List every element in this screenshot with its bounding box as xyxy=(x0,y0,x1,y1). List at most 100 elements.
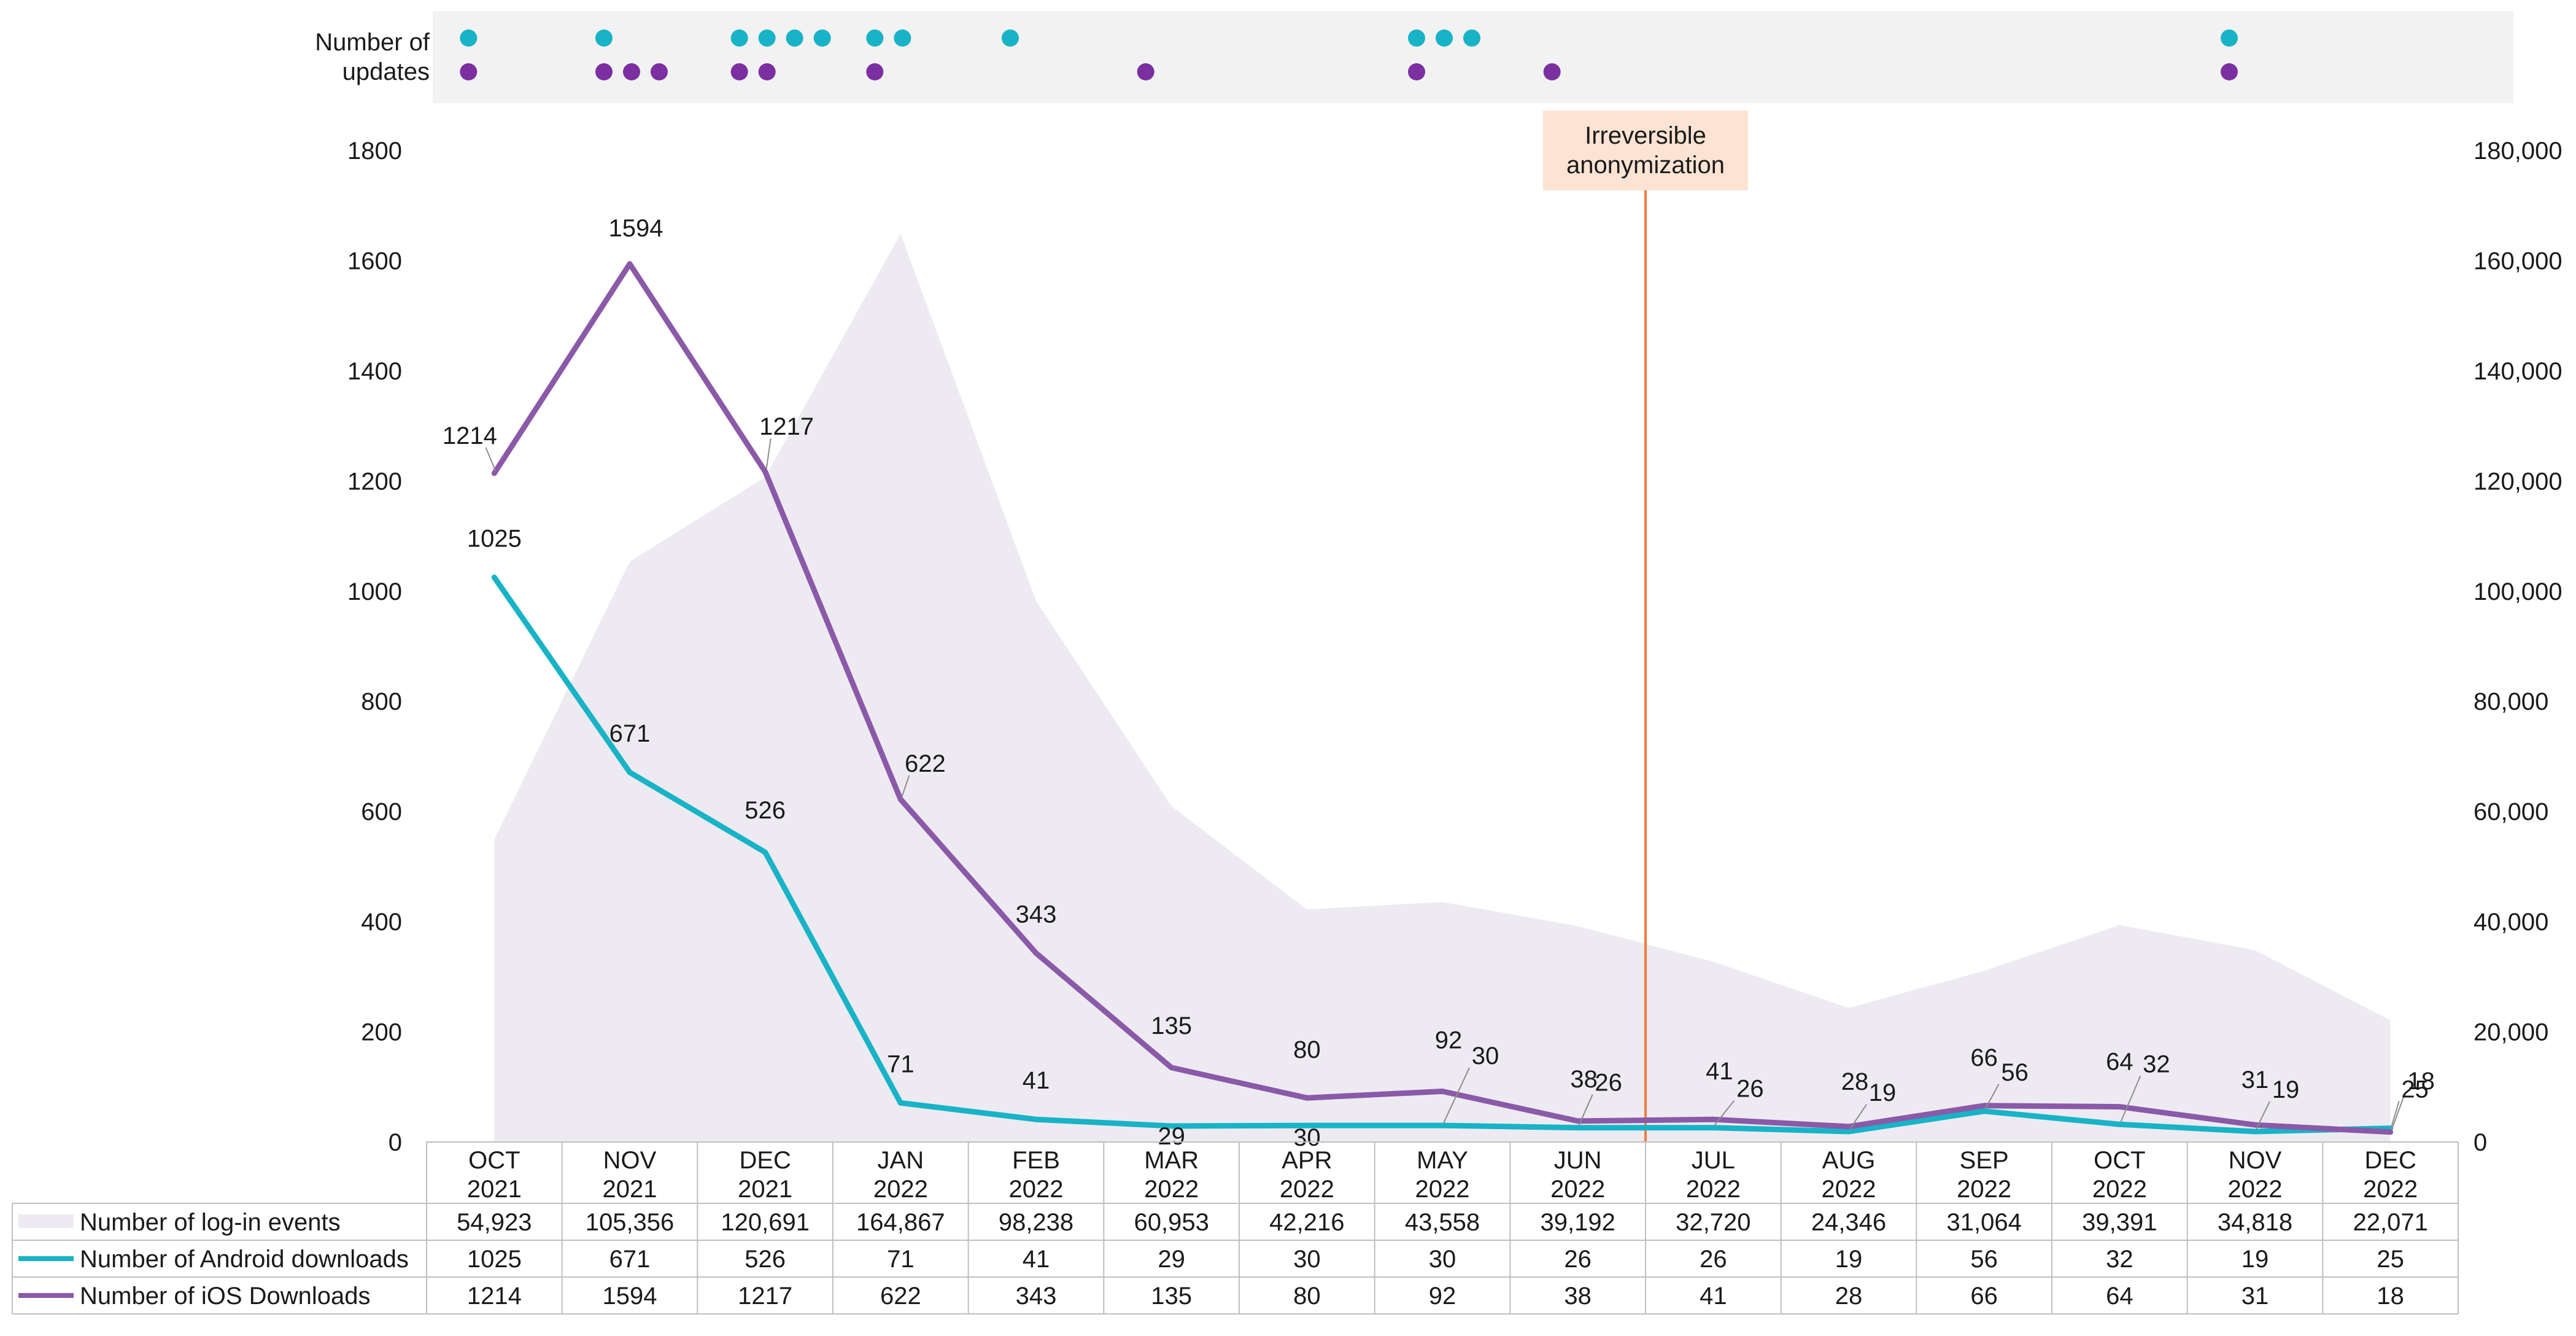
android-update-dot xyxy=(1408,29,1425,47)
ios-downloads-table-value: 66 xyxy=(1970,1283,1998,1310)
android-data-label: 19 xyxy=(2272,1076,2300,1103)
android-update-dot xyxy=(786,29,803,47)
ios-data-label: 1594 xyxy=(609,215,663,242)
category-month-label: NOV xyxy=(2229,1147,2282,1174)
updates-label: updates xyxy=(342,58,430,85)
ios-data-label-leader xyxy=(901,775,910,798)
ios-data-label: 41 xyxy=(1706,1058,1733,1085)
android-downloads-table-value: 30 xyxy=(1429,1246,1456,1273)
android-data-label: 26 xyxy=(1595,1070,1622,1097)
category-year-label: 2021 xyxy=(467,1176,522,1203)
android-data-label: 56 xyxy=(2001,1059,2029,1086)
android-update-dot xyxy=(460,29,478,47)
ios-downloads-table-value: 135 xyxy=(1151,1283,1192,1310)
ios-downloads-table-value: 622 xyxy=(880,1283,921,1310)
android-update-dot xyxy=(595,29,613,47)
left-axis-tick-label: 0 xyxy=(389,1129,402,1156)
android-update-dot xyxy=(1436,29,1453,47)
anonymization-annotation: Irreversible anonymization xyxy=(1543,111,1748,1142)
ios-data-label: 31 xyxy=(2241,1066,2269,1093)
login-events-table-value: 105,356 xyxy=(586,1209,675,1236)
ios-data-label: 28 xyxy=(1841,1068,1869,1095)
right-axis-tick-label: 20,000 xyxy=(2474,1019,2548,1046)
right-axis-tick-label: 0 xyxy=(2474,1129,2487,1156)
category-year-label: 2022 xyxy=(1415,1176,1470,1203)
ios-data-label: 622 xyxy=(905,750,946,777)
left-axis-tick-label: 600 xyxy=(361,799,402,826)
android-downloads-table-value: 29 xyxy=(1158,1246,1185,1273)
updates-label: Number of xyxy=(315,29,430,56)
android-data-label: 26 xyxy=(1736,1076,1764,1103)
login-events-table-value: 32,720 xyxy=(1676,1209,1750,1236)
ios-data-label: 92 xyxy=(1435,1027,1463,1054)
right-axis-tick-label: 100,000 xyxy=(2474,578,2562,605)
login-events-area-layer xyxy=(494,233,2391,1142)
ios-downloads-table-value: 1217 xyxy=(738,1283,792,1310)
category-month-label: FEB xyxy=(1012,1147,1060,1174)
anonymization-label: anonymization xyxy=(1566,152,1725,179)
android-data-label-leader xyxy=(1443,1067,1470,1124)
ios-data-label: 135 xyxy=(1151,1012,1192,1039)
android-data-label: 32 xyxy=(2143,1051,2170,1078)
right-axis-tick-label: 60,000 xyxy=(2474,799,2548,826)
login-events-table-value: 24,346 xyxy=(1811,1209,1886,1236)
ios-data-label: 64 xyxy=(2106,1049,2133,1076)
login-events-area xyxy=(494,233,2391,1142)
ios-downloads-table-value: 28 xyxy=(1835,1283,1863,1310)
ios-data-label: 1217 xyxy=(759,413,814,440)
ios-downloads-table-value: 64 xyxy=(2106,1283,2133,1310)
android-downloads-table-value: 19 xyxy=(2241,1246,2269,1273)
category-month-label: SEP xyxy=(1960,1147,2009,1174)
ios-data-label-leader xyxy=(2391,1092,2406,1130)
right-axis-tick-label: 80,000 xyxy=(2474,688,2548,715)
login-events-table-value: 22,071 xyxy=(2353,1209,2427,1236)
category-month-label: MAR xyxy=(1144,1147,1199,1174)
right-axis-tick-label: 120,000 xyxy=(2474,468,2562,495)
ios-data-label: 80 xyxy=(1293,1036,1321,1063)
right-axis-tick-label: 160,000 xyxy=(2474,247,2562,274)
android-downloads-table-value: 526 xyxy=(745,1246,786,1273)
ios-update-dot xyxy=(1137,63,1155,80)
android-data-label: 19 xyxy=(1869,1079,1897,1106)
category-month-label: AUG xyxy=(1822,1147,1876,1174)
ios-update-dot xyxy=(595,63,613,80)
ios-data-label: 343 xyxy=(1016,901,1057,928)
category-month-label: APR xyxy=(1282,1147,1332,1174)
ios-downloads-table-value: 41 xyxy=(1700,1283,1727,1310)
login-events-table-value: 164,867 xyxy=(856,1209,945,1236)
ios-downloads-table-value: 1214 xyxy=(467,1283,522,1310)
ios-update-dot xyxy=(2221,63,2238,80)
android-update-dot xyxy=(758,29,776,47)
android-update-dot xyxy=(2221,29,2238,47)
ios-downloads-table-value: 343 xyxy=(1016,1283,1057,1310)
ios-downloads-legend-label: Number of iOS Downloads xyxy=(80,1283,371,1310)
android-downloads-table-value: 1025 xyxy=(467,1246,522,1273)
android-data-label: 41 xyxy=(1023,1067,1050,1094)
android-update-dot xyxy=(1463,29,1480,47)
right-axis-tick-label: 40,000 xyxy=(2474,909,2548,936)
ios-downloads-table-value: 38 xyxy=(1564,1283,1592,1310)
left-axis-tick-label: 400 xyxy=(361,909,402,936)
android-data-label: 30 xyxy=(1293,1124,1321,1151)
login-events-table-value: 98,238 xyxy=(999,1209,1073,1236)
android-downloads-table-value: 71 xyxy=(887,1246,915,1273)
category-year-label: 2022 xyxy=(1686,1176,1741,1203)
android-data-label-leader xyxy=(2120,1075,2141,1122)
android-downloads-table-value: 25 xyxy=(2377,1246,2404,1273)
category-year-label: 2021 xyxy=(603,1176,657,1203)
android-data-label-leader xyxy=(1984,1084,2000,1109)
category-month-label: MAY xyxy=(1417,1147,1468,1174)
category-year-label: 2021 xyxy=(738,1176,792,1203)
login-events-table-value: 120,691 xyxy=(721,1209,810,1236)
right-axis-tick-label: 180,000 xyxy=(2474,138,2562,165)
category-year-label: 2022 xyxy=(2228,1176,2283,1203)
android-update-dot xyxy=(1002,29,1019,47)
ios-update-dot xyxy=(730,63,748,80)
data-table: OCT2021NOV2021DEC2021JAN2022FEB2022MAR20… xyxy=(12,1141,2459,1315)
android-update-dot xyxy=(894,29,911,47)
android-data-label-leader xyxy=(2256,1101,2270,1130)
login-events-table-value: 54,923 xyxy=(457,1209,532,1236)
android-data-label: 30 xyxy=(1472,1043,1499,1070)
